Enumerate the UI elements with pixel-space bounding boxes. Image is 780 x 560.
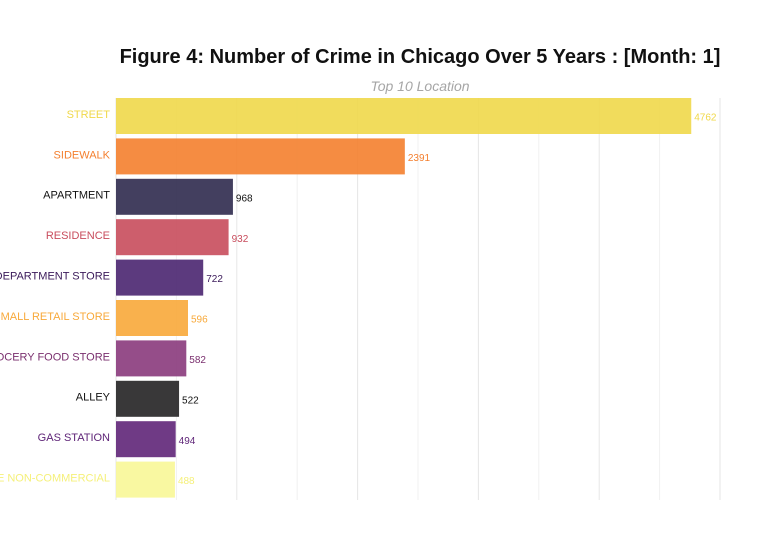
category-labels-group: STREET SIDEWALK APARTMENT RESIDENCE DEPARTME… <box>0 109 111 485</box>
category-label: VEHICLE NON-COMMERCIAL <box>0 473 110 485</box>
value-label: 522 <box>182 395 199 406</box>
category-label: DEPARTMENT STORE <box>0 271 110 283</box>
bar <box>116 300 188 336</box>
value-label: 932 <box>232 234 249 245</box>
value-labels-group: 4762 2391 968 932 722 596 582 522 494 488 <box>178 113 717 488</box>
value-label: 4762 <box>694 113 717 124</box>
category-label: GAS STATION <box>38 432 110 444</box>
bar <box>116 421 176 458</box>
bar <box>116 178 233 215</box>
bar <box>116 219 229 256</box>
bars-group <box>116 98 692 498</box>
value-label: 596 <box>191 315 208 326</box>
bar <box>116 98 692 134</box>
value-label: 968 <box>236 193 253 204</box>
value-label: 2391 <box>408 153 431 164</box>
value-label: 722 <box>206 274 223 285</box>
category-label: APARTMENT <box>43 190 110 202</box>
bar <box>116 461 175 498</box>
category-label: SMALL RETAIL STORE <box>0 311 110 323</box>
value-label: 582 <box>189 355 206 366</box>
bar <box>116 340 187 377</box>
value-label: 488 <box>178 476 195 487</box>
bar <box>116 138 405 175</box>
value-label: 494 <box>179 436 196 447</box>
category-label: ALLEY <box>76 392 111 404</box>
chart-title: Figure 4: Number of Crime in Chicago Ove… <box>119 46 721 68</box>
category-label: SIDEWALK <box>54 149 111 161</box>
bar <box>116 259 204 296</box>
category-label: RESIDENCE <box>46 230 110 242</box>
category-label: GROCERY FOOD STORE <box>0 351 110 363</box>
bar <box>116 380 180 417</box>
category-label: STREET <box>67 109 111 121</box>
chart-subtitle: Top 10 Location <box>370 78 470 94</box>
